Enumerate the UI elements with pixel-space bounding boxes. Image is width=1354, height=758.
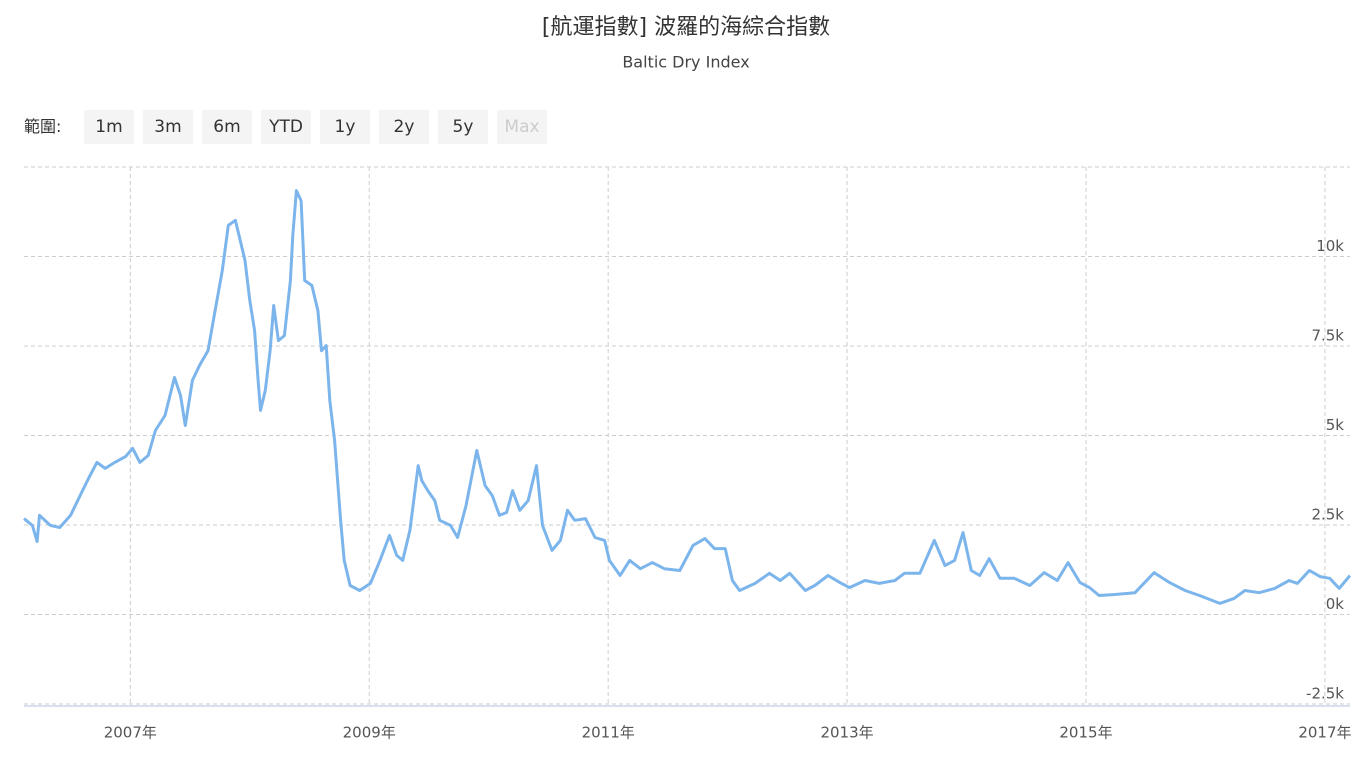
range-button[interactable]: 6m [202, 110, 252, 144]
x-tick-label: 2007年 [104, 724, 157, 742]
y-tick-label: 7.5k [1311, 327, 1344, 345]
y-tick-label: 5k [1326, 416, 1345, 434]
range-button[interactable]: 1y [320, 110, 370, 144]
chart-subtitle: Baltic Dry Index [622, 53, 749, 72]
range-button[interactable]: Max [497, 110, 547, 144]
x-tick-label: 2013年 [820, 724, 873, 742]
range-button[interactable]: 3m [143, 110, 193, 144]
range-button[interactable]: YTD [261, 110, 311, 144]
range-button[interactable]: 5y [438, 110, 488, 144]
x-tick-label: 2017年 [1298, 724, 1351, 742]
y-tick-label: 0k [1326, 595, 1345, 613]
y-tick-label: 2.5k [1311, 506, 1344, 524]
x-tick-label: 2009年 [343, 724, 396, 742]
y-tick-label: 10k [1316, 237, 1344, 255]
chart-title: [航運指數] 波羅的海綜合指數 [542, 15, 830, 40]
range-label: 範圍: [24, 117, 62, 136]
range-button[interactable]: 2y [379, 110, 429, 144]
x-tick-label: 2011年 [582, 724, 635, 742]
range-button[interactable]: 1m [84, 110, 134, 144]
data-line [23, 189, 1352, 605]
x-tick-label: 2015年 [1059, 724, 1112, 742]
